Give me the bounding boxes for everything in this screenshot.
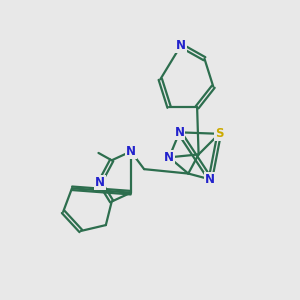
Text: N: N [164, 151, 174, 164]
Text: N: N [126, 145, 136, 158]
Text: S: S [215, 127, 224, 140]
Text: N: N [174, 126, 184, 139]
Text: N: N [95, 176, 105, 189]
Text: N: N [206, 173, 215, 186]
Text: N: N [176, 39, 186, 52]
